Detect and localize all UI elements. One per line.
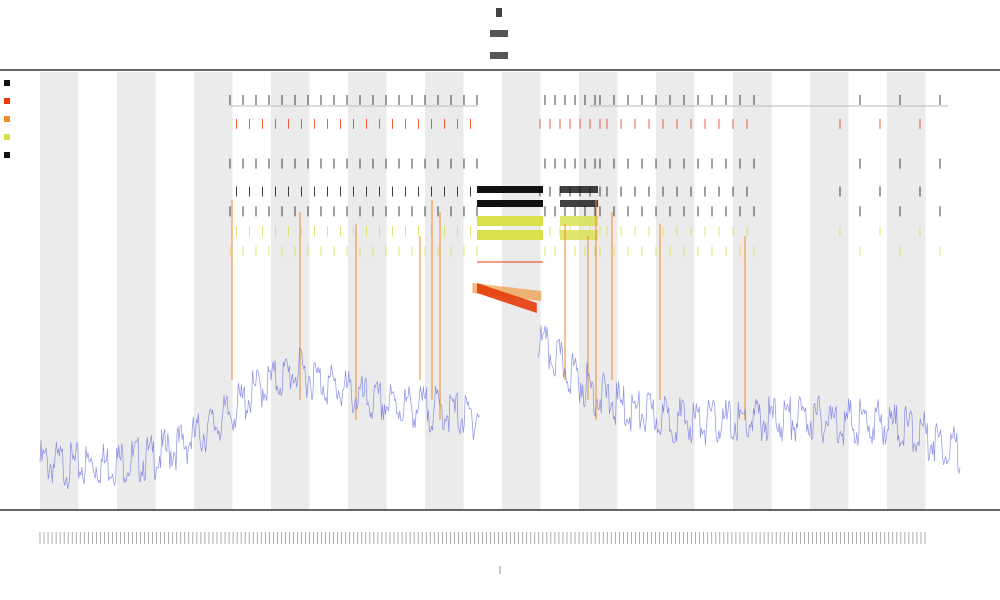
band-8 bbox=[348, 72, 387, 510]
chart-event-tracks bbox=[229, 94, 948, 420]
dense-yellow-block bbox=[560, 230, 598, 240]
legend-swatch-4 bbox=[4, 152, 10, 158]
band-22 bbox=[887, 72, 926, 510]
band-2 bbox=[117, 72, 156, 510]
title-glyph bbox=[496, 8, 502, 17]
chart-legend bbox=[4, 80, 10, 158]
dense-yellow-block bbox=[560, 216, 598, 226]
dense-yellow-block bbox=[477, 230, 543, 240]
band-18 bbox=[733, 72, 772, 510]
band-14 bbox=[579, 72, 618, 510]
series-band-red bbox=[477, 283, 537, 313]
legend-swatch-1 bbox=[4, 98, 10, 104]
legend-swatch-3 bbox=[4, 134, 10, 140]
band-16 bbox=[656, 72, 695, 510]
band-0 bbox=[40, 72, 79, 510]
band-6 bbox=[271, 72, 310, 510]
series-trace-line bbox=[39, 325, 961, 490]
chart-bands bbox=[40, 72, 926, 510]
dense-black-block bbox=[560, 200, 598, 207]
dense-yellow-block bbox=[477, 216, 543, 226]
subtitle-glyph-1 bbox=[490, 30, 508, 37]
band-20 bbox=[810, 72, 849, 510]
chart-series bbox=[39, 261, 961, 490]
band-10 bbox=[425, 72, 464, 510]
legend-swatch-0 bbox=[4, 80, 10, 86]
legend-swatch-2 bbox=[4, 116, 10, 122]
subtitle-glyph-2 bbox=[490, 52, 508, 59]
band-4 bbox=[194, 72, 233, 510]
dense-black-block bbox=[560, 186, 598, 193]
dense-black-block bbox=[477, 186, 543, 193]
chart-axes bbox=[0, 69, 1000, 574]
dense-black-block bbox=[477, 200, 543, 207]
chart-title bbox=[490, 8, 508, 59]
